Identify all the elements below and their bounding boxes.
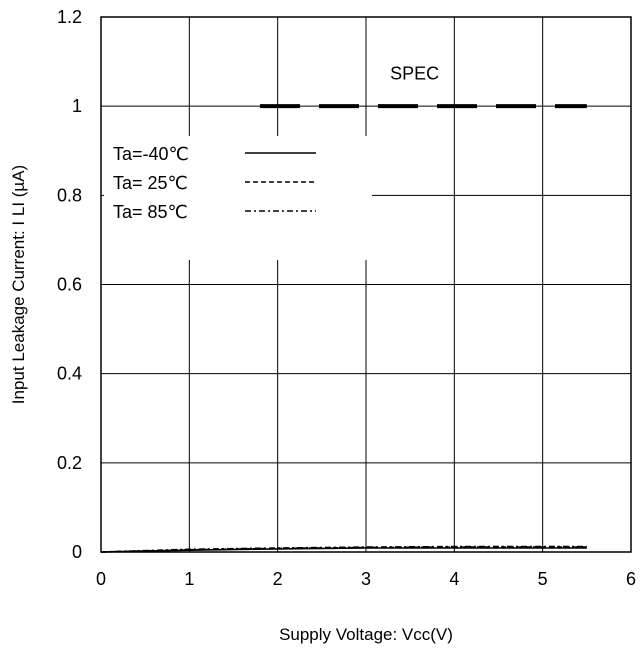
y-tick-label-3: 0.6 <box>57 275 82 295</box>
legend-label-0: Ta=-40℃ <box>113 144 189 164</box>
y-axis-label: Input Leakage Current: I LI (µA) <box>9 165 28 404</box>
grid <box>100 16 632 553</box>
x-tick-label-3: 3 <box>361 569 371 589</box>
x-axis-label: Supply Voltage: Vcc(V) <box>279 625 453 644</box>
x-tick-label-5: 5 <box>538 569 548 589</box>
tick-labels: 0 1 2 3 4 5 6 0 0.2 0.4 0.6 0.8 1 1.2 <box>57 7 636 589</box>
x-tick-label-1: 1 <box>184 569 194 589</box>
y-tick-label-2: 0.4 <box>57 364 82 384</box>
legend-label-2: Ta= 85℃ <box>113 202 188 222</box>
x-tick-label-4: 4 <box>449 569 459 589</box>
spec-layer: SPEC <box>260 63 587 109</box>
x-tick-label-6: 6 <box>626 569 636 589</box>
plot-frame <box>100 16 632 553</box>
y-tick-label-4: 0.8 <box>57 185 82 205</box>
x-tick-label-2: 2 <box>273 569 283 589</box>
series-line-2 <box>100 545 587 553</box>
legend-background <box>104 136 372 260</box>
legend-label-1: Ta= 25℃ <box>113 173 188 193</box>
y-tick-label-6: 1.2 <box>57 7 82 27</box>
spec-annotation: SPEC <box>390 63 439 83</box>
y-tick-label-0: 0 <box>72 542 82 562</box>
series-layer <box>100 545 587 553</box>
legend: Ta=-40℃ Ta= 25℃ Ta= 85℃ <box>113 144 316 222</box>
legend-box <box>104 136 372 260</box>
x-tick-label-0: 0 <box>96 569 106 589</box>
y-tick-label-5: 1 <box>72 96 82 116</box>
y-tick-label-1: 0.2 <box>57 453 82 473</box>
